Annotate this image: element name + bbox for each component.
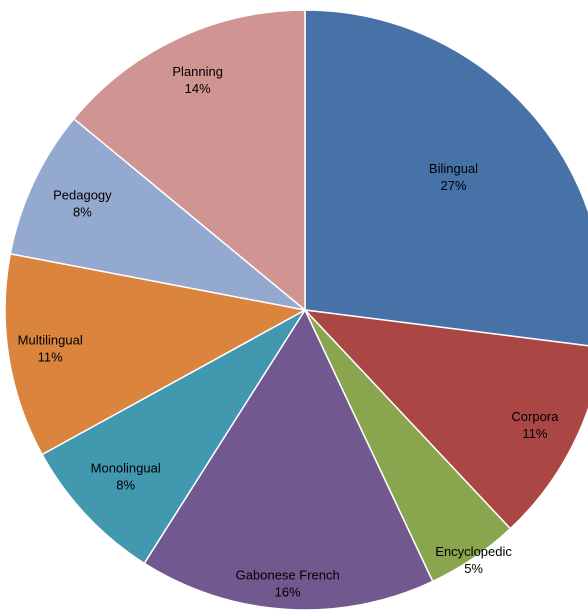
pie-slice-pedagogy <box>9 117 306 311</box>
pie-slice-corpora <box>303 308 588 530</box>
slice-label-multilingual: Multilingual 11% <box>18 332 83 364</box>
slice-label-pedagogy: Pedagogy 8% <box>53 187 112 219</box>
pie-slice-monolingual <box>41 309 306 565</box>
slice-label-monolingual: Monolingual 8% <box>91 460 161 492</box>
slices-layer <box>4 9 588 611</box>
pie-slice-bilingual <box>304 9 588 347</box>
pie-slice-gabonese-french <box>143 308 434 611</box>
labels-layer: Bilingual 27% Corpora 11% Encyclopedic 5% Gabo… <box>18 64 559 600</box>
pie-slice-multilingual <box>4 252 308 456</box>
slice-label-encyclopedic: Encyclopedic 5% <box>435 544 512 576</box>
slice-label-planning: Planning 14% <box>172 64 223 96</box>
slice-label-corpora: Corpora 11% <box>511 409 559 441</box>
slice-label-bilingual: Bilingual 27% <box>429 161 478 193</box>
pie-slice-planning <box>72 9 306 312</box>
slice-label-gabonese-french: Gabonese French 16% <box>236 568 340 600</box>
